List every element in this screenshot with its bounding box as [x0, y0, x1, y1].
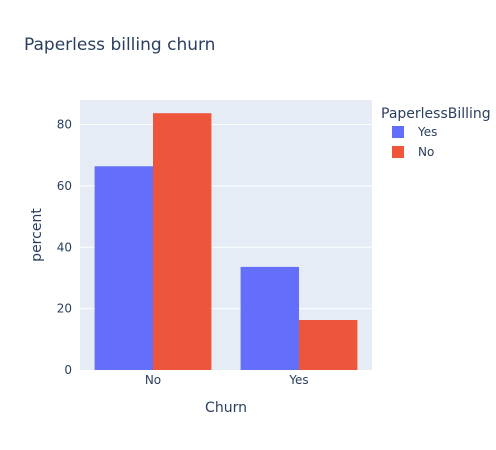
legend-title: PaperlessBilling — [381, 106, 491, 122]
y-tick-label: 40 — [57, 240, 72, 254]
bar-no-no — [153, 113, 212, 371]
y-tick-label: 60 — [57, 179, 72, 193]
legend-label-yes[interactable]: Yes — [417, 125, 437, 139]
chart-title: Paperless billing churn — [24, 35, 215, 55]
legend-swatch-no[interactable] — [392, 146, 404, 158]
y-tick-label: 0 — [64, 363, 72, 377]
legend-label-no[interactable]: No — [418, 145, 434, 159]
legend-swatch-yes[interactable] — [392, 126, 404, 138]
bars — [94, 113, 358, 371]
x-axis-title: Churn — [205, 400, 247, 416]
bar-yes-no — [299, 319, 358, 370]
y-axis-title: percent — [29, 208, 45, 262]
legend: PaperlessBilling Yes No — [381, 106, 491, 159]
y-tick-labels: 0 20 40 60 80 — [57, 118, 72, 377]
bar-yes-yes — [240, 266, 299, 370]
bar-no-yes — [94, 166, 153, 370]
x-tick-labels: No Yes — [145, 373, 309, 387]
x-tick-label: No — [145, 373, 161, 387]
y-tick-label: 80 — [57, 118, 72, 132]
legend-items: Yes No — [392, 125, 437, 159]
y-tick-label: 20 — [57, 302, 72, 316]
x-tick-label: Yes — [288, 373, 308, 387]
